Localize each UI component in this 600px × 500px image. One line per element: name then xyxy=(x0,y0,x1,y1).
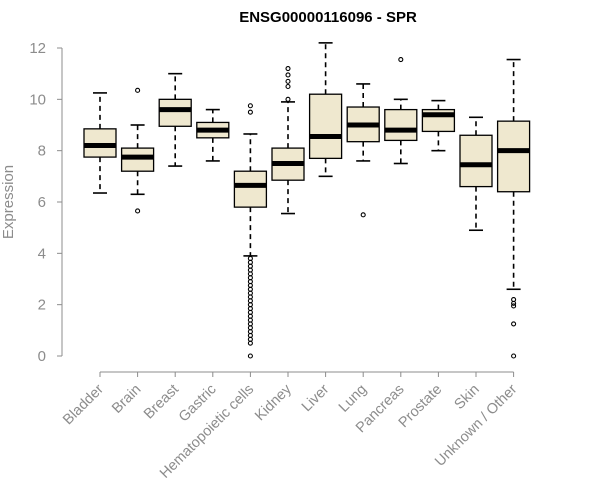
y-tick-label: 2 xyxy=(38,297,46,314)
chart-title: ENSG00000116096 - SPR xyxy=(239,9,417,26)
boxes-group xyxy=(83,42,531,359)
x-tick-label: Lung xyxy=(336,382,370,416)
outlier-point xyxy=(511,303,517,309)
box-breast xyxy=(158,72,192,167)
box-skin xyxy=(459,116,493,232)
iqr-box xyxy=(120,147,155,172)
outlier-point xyxy=(135,87,141,93)
y-tick-label: 10 xyxy=(29,91,46,108)
y-tick-label: 12 xyxy=(29,40,46,57)
x-tick-label: Bladder xyxy=(60,381,107,428)
outlier-point xyxy=(247,353,253,359)
outlier-point xyxy=(247,340,253,346)
outlier-point xyxy=(285,83,291,90)
box-prostate xyxy=(421,99,456,152)
iqr-box xyxy=(384,108,418,142)
outlier-point xyxy=(247,109,253,115)
outlier-point xyxy=(398,56,404,63)
outlier-point xyxy=(247,103,253,109)
outlier-point xyxy=(511,321,517,327)
outlier-point xyxy=(511,300,517,306)
x-tick-label: Kidney xyxy=(252,381,295,424)
outlier-point xyxy=(285,72,291,78)
y-tick-label: 4 xyxy=(38,245,46,262)
box-lung xyxy=(346,83,380,218)
box-brain xyxy=(120,87,155,214)
x-tick-label: Breast xyxy=(141,382,182,423)
iqr-box xyxy=(459,134,493,188)
iqr-box xyxy=(308,93,343,160)
outlier-point xyxy=(360,212,366,218)
outlier-point xyxy=(285,65,291,72)
box-gastric xyxy=(196,108,230,162)
y-tick-label: 6 xyxy=(38,194,46,211)
y-tick-label: 0 xyxy=(38,348,46,365)
box-liver xyxy=(308,42,343,178)
iqr-box xyxy=(158,98,192,127)
y-tick-label: 8 xyxy=(38,143,46,160)
iqr-box xyxy=(233,170,268,208)
outlier-point xyxy=(135,208,141,214)
box-hematopoietic-cells xyxy=(233,103,268,359)
box-bladder xyxy=(83,92,117,194)
box-kidney xyxy=(271,65,305,215)
outlier-point xyxy=(285,78,291,84)
box-pancreas xyxy=(384,56,418,165)
iqr-box xyxy=(496,120,531,193)
box-unknown-other xyxy=(496,58,531,359)
x-tick-label: Brain xyxy=(109,382,144,417)
outlier-point xyxy=(285,96,291,102)
outlier-point xyxy=(511,353,517,359)
x-tick-label: Skin xyxy=(452,382,483,413)
y-axis-title: Expression xyxy=(0,165,17,239)
x-tick-label: Liver xyxy=(299,381,333,415)
iqr-box xyxy=(83,128,117,158)
